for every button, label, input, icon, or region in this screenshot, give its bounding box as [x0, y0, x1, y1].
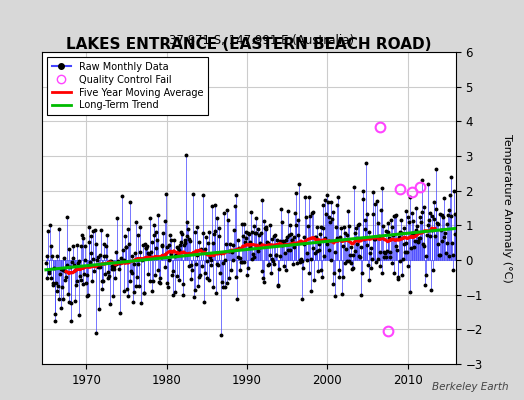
Text: 37.871 S, 147.991 E (Australia): 37.871 S, 147.991 E (Australia) — [169, 34, 355, 47]
Text: Berkeley Earth: Berkeley Earth — [432, 382, 508, 392]
Y-axis label: Temperature Anomaly (°C): Temperature Anomaly (°C) — [503, 134, 512, 282]
Title: LAKES ENTRANCE (EASTERN BEACH ROAD): LAKES ENTRANCE (EASTERN BEACH ROAD) — [66, 37, 432, 52]
Legend: Raw Monthly Data, Quality Control Fail, Five Year Moving Average, Long-Term Tren: Raw Monthly Data, Quality Control Fail, … — [47, 57, 208, 115]
